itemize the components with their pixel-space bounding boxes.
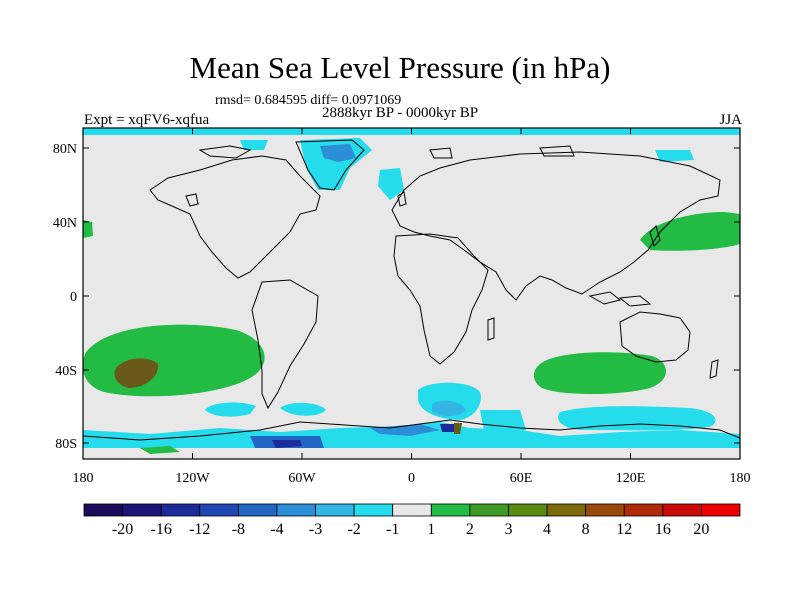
coast-new-zealand	[709, 359, 719, 379]
lat-label: 80N	[53, 142, 77, 157]
coast-japan	[649, 225, 661, 247]
coastlines	[83, 139, 740, 441]
anomaly-east-pacific-edge	[83, 220, 93, 238]
colorbar-label: -4	[270, 521, 283, 538]
colorbar-swatch	[315, 503, 355, 517]
lat-label: 40N	[53, 216, 77, 231]
colorbar-swatch	[546, 503, 587, 517]
colorbar-swatch	[353, 503, 394, 517]
colorbar-label: -20	[112, 521, 133, 538]
colorbar-swatch	[662, 503, 702, 517]
anomaly-south-indian	[533, 352, 666, 394]
coast-novaya-zemlya	[539, 145, 575, 157]
period-label: 2888kyr BP - 0000kyr BP	[322, 105, 479, 121]
colorbar-label: -12	[189, 521, 210, 538]
anomaly-arctic-siberia	[655, 150, 694, 162]
coast-arctic-canada	[198, 145, 252, 159]
colorbar-label: 8	[582, 521, 590, 538]
colorbar-swatch	[623, 503, 664, 517]
colorbar: -20 -16 -12 -8 -4 -3 -2 -1 1 2 3 4 8 12 16 20	[83, 503, 741, 538]
coast-australia	[619, 311, 691, 363]
anomaly-so-1	[205, 402, 256, 417]
colorbar-swatch	[276, 503, 316, 517]
coast-uk	[397, 191, 407, 207]
colorbar-label: 20	[693, 521, 709, 538]
lat-label: 40S	[55, 364, 77, 379]
colorbar-label: 3	[504, 521, 512, 538]
lon-label: 60E	[510, 471, 533, 486]
colorbar-swatch	[199, 503, 239, 517]
lat-label: 80S	[55, 437, 77, 452]
colorbar-label: 1	[427, 521, 435, 538]
anomaly-weddell-positive	[454, 423, 462, 434]
colorbar-label: -8	[232, 521, 245, 538]
colorbar-label: 16	[655, 521, 671, 538]
coast-madagascar	[487, 317, 495, 341]
colorbar-swatch	[160, 503, 201, 517]
lon-label: 120E	[616, 471, 646, 486]
colorbar-swatch	[585, 503, 625, 517]
coast-greenland	[295, 139, 365, 191]
colorbar-swatch	[508, 503, 548, 517]
colorbar-label: -1	[386, 521, 399, 538]
anomaly-so-2	[280, 402, 326, 416]
lon-label: 0	[408, 471, 415, 486]
colorbar-swatch	[469, 503, 509, 517]
colorbar-swatch	[237, 503, 278, 517]
lon-label: 180	[73, 471, 94, 486]
coast-svalbard	[429, 147, 453, 159]
anomaly-south-pacific-core	[114, 358, 159, 388]
anomaly-north-atlantic	[378, 168, 404, 200]
colorbar-label: -16	[151, 521, 172, 538]
anomaly-north-pacific	[640, 212, 740, 251]
chart-title: Mean Sea Level Pressure (in hPa)	[189, 50, 611, 85]
colorbar-label: 2	[466, 521, 474, 538]
coast-south-america	[251, 279, 319, 410]
anomaly-so-atlantic-core	[432, 400, 466, 417]
colorbar-label: 4	[543, 521, 551, 538]
anomaly-ross-sea-core	[272, 440, 302, 448]
coast-alaska-detail	[185, 193, 199, 207]
coast-indonesia	[588, 291, 652, 307]
latitude-axis: 80N 40N 0 40S 80S	[53, 142, 740, 452]
colorbar-swatch	[392, 503, 432, 517]
coast-eurasia	[391, 151, 721, 301]
lon-label: 60W	[288, 471, 316, 486]
coast-africa	[393, 233, 489, 365]
lat-label: 0	[70, 290, 77, 305]
colorbar-label: -2	[347, 521, 360, 538]
colorbar-swatch	[430, 503, 471, 517]
longitude-axis: 180 120W 60W 0 60E 120E 180	[73, 128, 751, 486]
anomaly-arctic-canada	[240, 140, 268, 150]
anomaly-greenland-core	[320, 144, 356, 162]
lon-label: 180	[730, 471, 751, 486]
experiment-label: Expt = xqFV6-xqfua	[84, 112, 210, 128]
anomaly-weddell	[370, 424, 440, 436]
colorbar-swatch	[83, 503, 123, 517]
anomaly-antarctic-positive	[140, 446, 180, 454]
anomaly-greenland	[300, 138, 372, 190]
stats-line: rmsd= 0.684595 diff= 0.0971069	[215, 93, 402, 108]
anomaly-so-4	[558, 406, 716, 431]
colorbar-label: -3	[309, 521, 322, 538]
season-label: JJA	[719, 112, 742, 128]
map-panel	[83, 128, 740, 459]
colorbar-swatch	[122, 503, 162, 517]
colorbar-label: 12	[616, 521, 632, 538]
coast-north-america	[149, 155, 321, 279]
lon-label: 120W	[175, 471, 210, 486]
coast-antarctica	[83, 419, 740, 441]
colorbar-swatch	[701, 503, 741, 517]
